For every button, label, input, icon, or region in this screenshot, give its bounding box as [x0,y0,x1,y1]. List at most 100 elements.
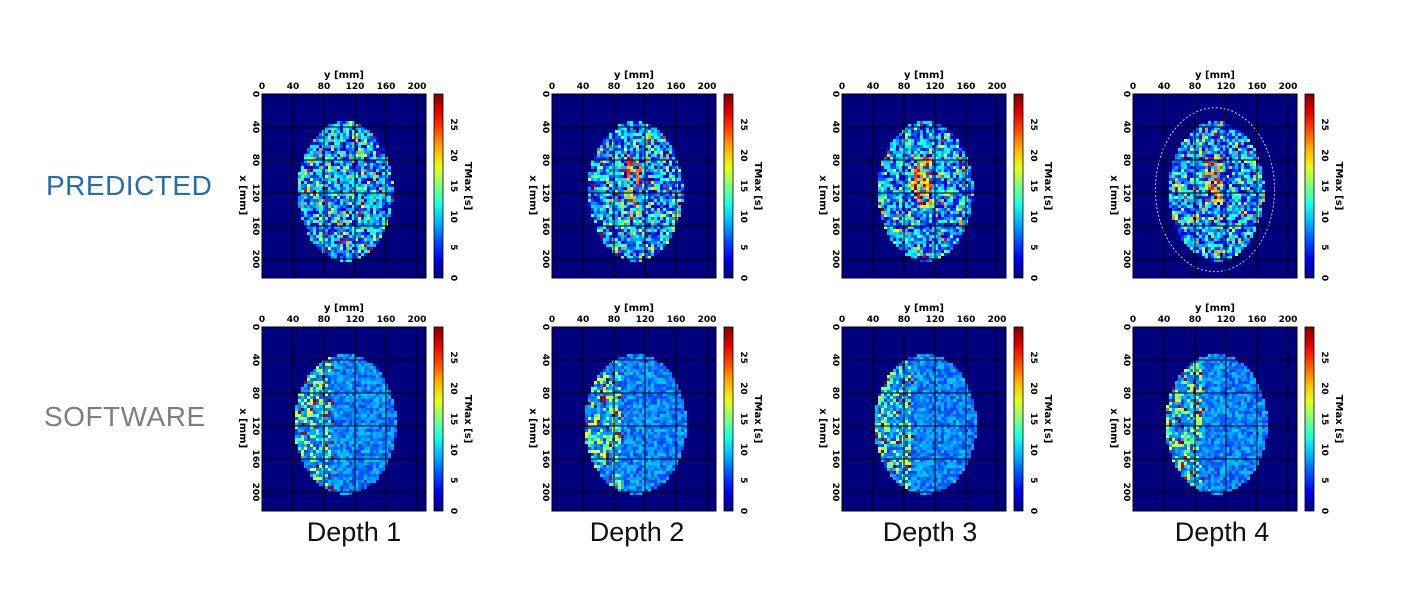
y-tick-label: 80 [540,387,550,400]
y-axis-title: x [mm] [817,175,828,215]
colorbar-title: TMax [s] [1042,395,1053,444]
map-frame [841,326,1007,512]
brain-tmax-map [588,121,684,262]
x-tick-label: 120 [926,315,945,325]
colorbar-title: TMax [s] [462,162,473,211]
y-tick-label: 0 [540,91,550,97]
colorbar-tick-label: 20 [448,149,458,162]
map-frame [261,93,427,279]
brain-tmax-map [878,121,974,262]
colorbar-tick-label: 10 [738,443,748,456]
colorbar-tick-label: 15 [448,413,458,426]
grid-lines [842,94,1006,278]
y-tick-label: 80 [540,154,550,167]
map-frame [1132,326,1298,512]
y-tick-label: 160 [540,450,550,469]
x-tick-label: 0 [1130,315,1136,325]
colorbar-tick-label: 10 [1319,443,1329,456]
y-tick-label: 40 [830,354,840,367]
y-tick-label: 120 [540,417,550,436]
y-tick-label: 40 [540,121,550,134]
colorbar-tick-label: 20 [738,149,748,162]
x-tick-label: 40 [1158,82,1171,92]
x-tick-label: 40 [287,315,300,325]
colorbar-tick-label: 25 [738,118,748,131]
y-tick-label: 200 [1121,483,1131,502]
x-tick-label: 0 [549,315,555,325]
x-tick-label: 0 [839,315,845,325]
y-tick-label: 40 [540,354,550,367]
y-tick-label: 120 [1121,184,1131,203]
x-tick-label: 80 [1189,82,1202,92]
colorbar-tick-label: 0 [738,275,748,281]
colorbar [1304,93,1315,279]
colorbar-tick-label: 10 [1028,443,1038,456]
y-tick-label: 200 [830,483,840,502]
grid-lines [1133,94,1297,278]
x-tick-label: 80 [318,82,331,92]
x-tick-label: 120 [346,82,365,92]
colorbar-tick-label: 0 [1319,508,1329,514]
grid-lines [1133,327,1297,511]
colorbar-tick-label: 20 [1028,382,1038,395]
x-tick-label: 200 [1279,315,1298,325]
colorbar-tick-label: 15 [1028,180,1038,193]
column-label-depth-2: Depth 2 [589,517,685,547]
colorbar-tick-label: 15 [738,413,748,426]
x-tick-label: 200 [698,315,717,325]
colorbar-tick-label: 0 [1319,275,1329,281]
x-tick-label: 160 [667,82,686,92]
x-tick-label: 200 [408,315,427,325]
y-tick-label: 120 [1121,417,1131,436]
x-tick-label: 200 [988,315,1007,325]
y-tick-label: 80 [1121,154,1131,167]
x-tick-label: 160 [957,315,976,325]
y-tick-label: 40 [250,121,260,134]
colorbar-tick-label: 10 [1028,210,1038,223]
x-tick-label: 40 [867,82,880,92]
column-label-depth-3: Depth 3 [882,517,978,547]
colorbar [723,93,734,279]
x-axis-title: y [mm] [904,303,944,314]
y-tick-label: 40 [250,354,260,367]
colorbar-tick-label: 10 [448,210,458,223]
colorbar-tick-label: 5 [1028,477,1038,483]
y-tick-label: 80 [250,154,260,167]
x-tick-label: 200 [698,82,717,92]
y-tick-label: 120 [250,417,260,436]
x-tick-label: 0 [1130,82,1136,92]
colorbar-tick-label: 25 [1319,351,1329,364]
x-tick-label: 80 [608,82,621,92]
colorbar-tick-label: 15 [1319,413,1329,426]
brain-tmax-map [295,354,397,495]
y-axis-title: x [mm] [527,408,538,448]
x-tick-label: 80 [898,315,911,325]
colorbar-tick-label: 20 [448,382,458,395]
x-tick-label: 160 [1248,82,1267,92]
y-tick-label: 80 [830,154,840,167]
colorbar-tick-label: 20 [738,382,748,395]
brain-tmax-map [1169,121,1265,262]
grid-lines [552,327,716,511]
x-tick-label: 40 [1158,315,1171,325]
y-tick-label: 160 [830,450,840,469]
x-tick-label: 80 [318,315,331,325]
x-tick-label: 80 [608,315,621,325]
y-tick-label: 200 [1121,250,1131,269]
brain-tmax-map [875,354,977,495]
x-axis-title: y [mm] [1195,303,1235,314]
colorbar-tick-label: 15 [738,180,748,193]
colorbar-title: TMax [s] [752,162,763,211]
y-axis-title: x [mm] [527,175,538,215]
x-tick-label: 160 [377,82,396,92]
colorbar-tick-label: 25 [448,351,458,364]
x-tick-label: 160 [1248,315,1267,325]
colorbar-tick-label: 25 [1028,351,1038,364]
x-tick-label: 0 [839,82,845,92]
colorbar-tick-label: 0 [448,508,458,514]
x-tick-label: 80 [898,82,911,92]
